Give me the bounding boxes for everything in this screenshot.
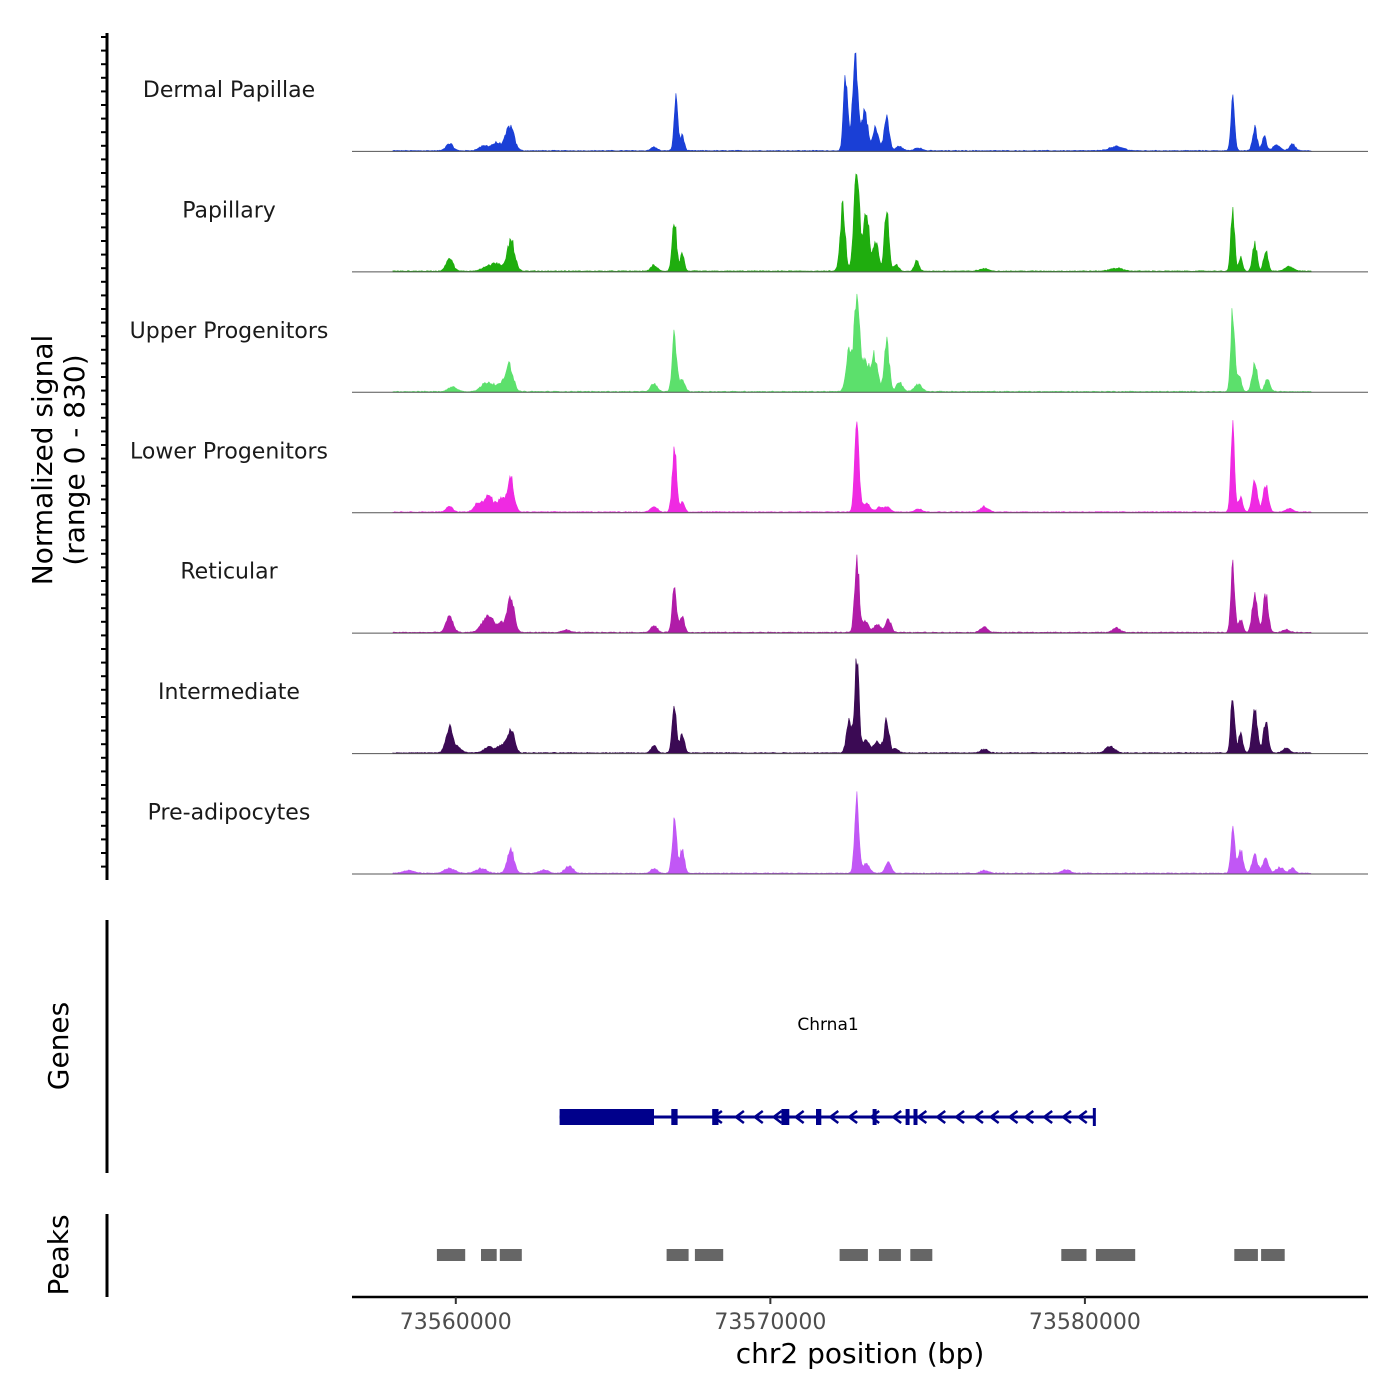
peak-region	[1061, 1249, 1087, 1261]
track-signal-area	[392, 554, 1312, 634]
track-signal-area	[392, 293, 1312, 393]
track-label: Upper Progenitors	[130, 319, 329, 344]
track-signal-area	[392, 52, 1313, 152]
track-label: Lower Progenitors	[130, 439, 328, 464]
track-signal-area	[392, 658, 1312, 754]
track-label: Dermal Papillae	[143, 78, 315, 103]
gene-strand-arrow	[847, 1110, 858, 1124]
peak-region	[1261, 1249, 1285, 1261]
genes-axis-label: Genes	[42, 1002, 75, 1090]
gene-exon	[905, 1109, 910, 1125]
track-signal-area	[392, 791, 1313, 875]
gene-strand-arrow	[771, 1110, 783, 1124]
track-signal-area	[392, 420, 1312, 514]
track-label: Reticular	[180, 560, 278, 585]
peak-region	[910, 1249, 933, 1261]
peak-region	[1095, 1249, 1136, 1261]
gene-exon	[781, 1109, 790, 1125]
track-label: Pre-adipocytes	[148, 801, 311, 826]
x-axis-ticks: 73560000 73570000 73580000	[400, 1297, 1141, 1335]
gene-exon	[913, 1109, 918, 1125]
x-axis-label: chr2 position (bp)	[736, 1337, 985, 1370]
peak-regions	[436, 1249, 1285, 1261]
gene-strand-arrow	[711, 1110, 723, 1124]
peak-region	[1234, 1249, 1258, 1261]
signal-y-axis	[101, 33, 109, 880]
gene-strand-arrow	[828, 1110, 840, 1124]
gene-strand-arrow	[954, 1110, 965, 1124]
gene-strand-arrow	[988, 1110, 1000, 1124]
gene-name-label: Chrna1	[797, 1015, 858, 1035]
peak-region	[436, 1249, 466, 1261]
gene-strand-arrow	[1007, 1110, 1019, 1124]
signal-axis-label-line2: (range 0 - 830)	[58, 354, 91, 565]
x-tick-label: 73580000	[1029, 1310, 1141, 1335]
signal-tracks: Dermal Papillae Papillary Upper Progenitor…	[130, 52, 1368, 875]
gene-strand-arrow	[972, 1110, 984, 1124]
gene-strand-arrow	[916, 1110, 928, 1124]
peak-region	[499, 1249, 522, 1261]
track-signal-area	[392, 173, 1312, 273]
gene-exon	[872, 1109, 877, 1125]
gene-strand-arrow	[869, 1110, 880, 1124]
peaks-axis-label: Peaks	[42, 1214, 75, 1295]
gene-exon	[671, 1109, 678, 1125]
gene-strand-arrow	[793, 1110, 805, 1124]
track-label: Papillary	[182, 198, 276, 223]
gene-strand-arrow	[1042, 1110, 1053, 1124]
track-label: Intermediate	[158, 680, 300, 705]
gene-exon	[559, 1109, 654, 1125]
gene-strand-arrow	[1076, 1110, 1088, 1124]
peak-region	[666, 1249, 689, 1261]
gene-strand-arrow	[1023, 1110, 1035, 1124]
gene-exon	[816, 1109, 822, 1125]
signal-axis-label-line1: Normalized signal	[26, 335, 59, 586]
peak-region	[694, 1249, 724, 1261]
x-tick-label: 73570000	[714, 1310, 826, 1335]
gene-strand-arrow	[752, 1110, 764, 1124]
gene-strand-arrow	[733, 1110, 745, 1124]
gene-strand-arrow	[891, 1110, 902, 1124]
gene-strand-arrow	[1060, 1110, 1072, 1124]
peak-region	[481, 1249, 497, 1261]
peak-region	[878, 1249, 901, 1261]
x-tick-label: 73560000	[400, 1310, 512, 1335]
gene-strand-arrow	[935, 1110, 946, 1124]
gene-model-chrna1	[559, 1108, 1096, 1126]
peak-region	[839, 1249, 868, 1261]
